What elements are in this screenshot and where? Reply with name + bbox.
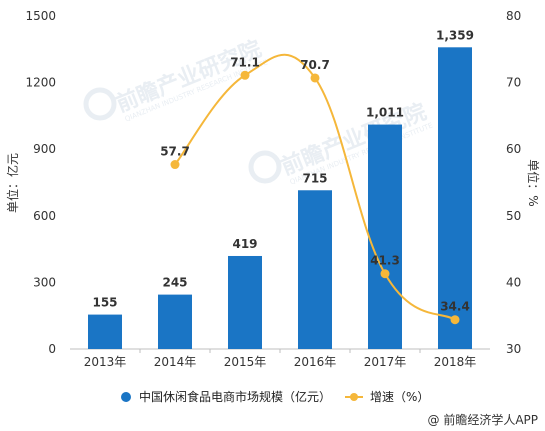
growth-line-path (174, 53, 456, 321)
bars (88, 47, 472, 349)
bar-value-label: 419 (232, 237, 257, 251)
x-tick-label: 2015年 (224, 355, 267, 369)
y-left-tick-label: 1500 (25, 9, 56, 23)
bar (88, 314, 122, 349)
y-right-tick-label: 80 (506, 9, 521, 23)
y-right-tick-label: 60 (506, 142, 521, 156)
x-tick-label: 2014年 (154, 355, 197, 369)
growth-value-label: 41.3 (370, 254, 400, 268)
y-right-tick-label: 50 (506, 209, 521, 223)
y-right-tick-label: 70 (506, 76, 521, 90)
growth-point (450, 315, 460, 325)
y-left-tick-label: 0 (48, 342, 56, 356)
bar-value-label: 715 (302, 171, 327, 185)
legend: 中国休闲食品电商市场规模（亿元） 增速（%） (121, 389, 429, 404)
x-tick-label: 2016年 (294, 355, 337, 369)
bar (228, 255, 262, 349)
watermark-logo (83, 87, 117, 121)
bar-value-label: 155 (92, 296, 117, 310)
growth-value-label: 57.7 (160, 145, 190, 159)
x-tick-label: 2013年 (84, 355, 127, 369)
bar-value-label: 245 (162, 276, 187, 290)
growth-point (380, 269, 390, 279)
y-left-tick-label: 300 (33, 275, 56, 289)
bar-value-label: 1,011 (366, 106, 404, 120)
x-tick-label: 2018年 (434, 355, 477, 369)
bar (368, 124, 402, 349)
growth-value-label: 71.1 (230, 55, 260, 69)
axes: 2013年 2014年 2015年 2016年 2017年 2018年 0 300 600 900… (25, 9, 521, 369)
legend-bar-label: 中国休闲食品电商市场规模（亿元） (139, 389, 331, 404)
data-labels: 155 245 419 715 1,011 1,359 (92, 28, 474, 309)
x-tick-label: 2017年 (364, 355, 407, 369)
y-right-axis-label: 单位：% (526, 159, 541, 206)
legend-bar-swatch (121, 392, 131, 402)
legend-line-label: 增速（%） (370, 390, 429, 404)
y-right-tick-label: 30 (506, 342, 521, 356)
y-left-tick-label: 600 (33, 209, 56, 223)
growth-value-label: 34.4 (440, 300, 470, 314)
y-left-tick-label: 900 (33, 142, 56, 156)
y-right-tick-label: 40 (506, 275, 521, 289)
source-credit: @ 前瞻经济学人APP (428, 412, 539, 427)
watermark-logo (248, 150, 282, 184)
bar (298, 190, 332, 349)
y-left-tick-label: 1200 (25, 76, 56, 90)
y-left-axis-label: 单位：亿元 (5, 153, 20, 213)
bar (158, 294, 192, 349)
growth-point (310, 73, 320, 83)
growth-point (170, 160, 180, 170)
bar-value-label: 1,359 (436, 28, 474, 42)
legend-line-marker (350, 393, 358, 401)
growth-line: 57.7 71.1 70.7 41.3 34.4 (160, 53, 470, 325)
growth-point (240, 70, 250, 80)
growth-value-label: 70.7 (300, 58, 330, 72)
bar (438, 47, 472, 349)
